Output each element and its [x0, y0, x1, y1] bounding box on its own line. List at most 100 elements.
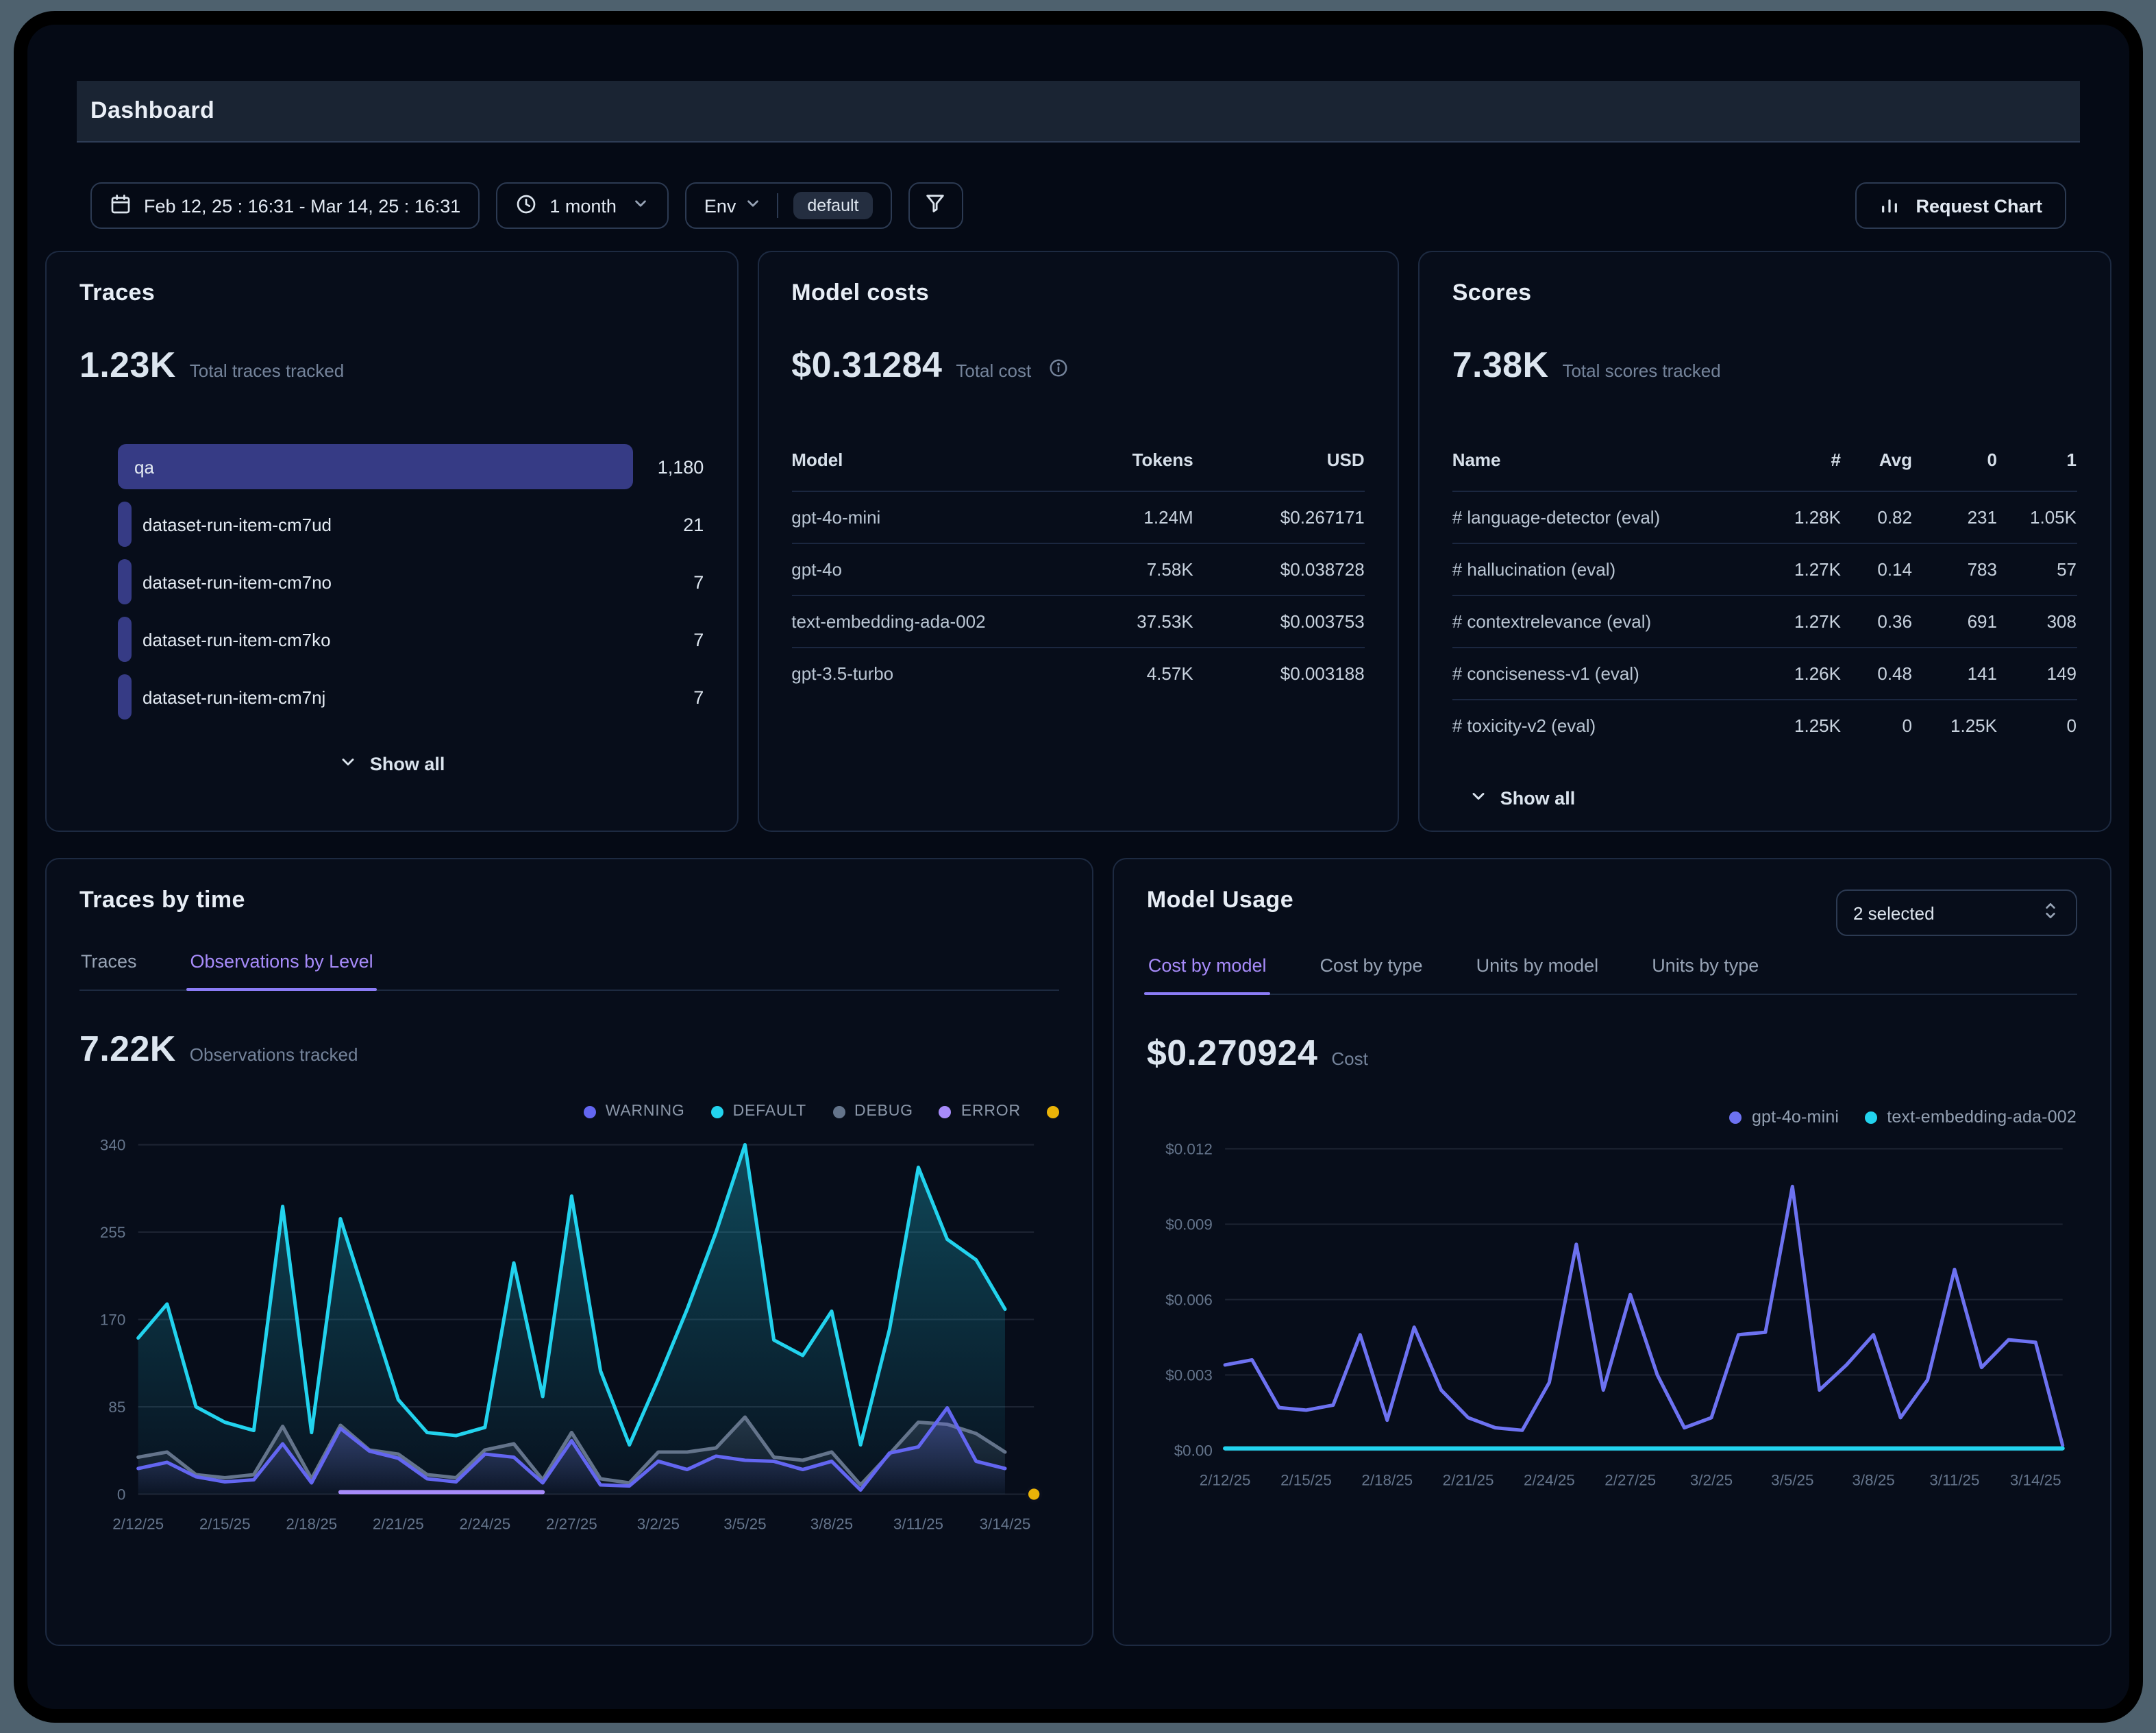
traces-by-time-card: Traces by time Traces Observations by Lev… [45, 858, 1093, 1646]
table-cell: 0 [2066, 715, 2077, 736]
model-usage-tab-cost-by-model[interactable]: Cost by model [1143, 955, 1272, 995]
svg-text:3/5/25: 3/5/25 [1771, 1472, 1813, 1489]
scores-table: Name # Avg 0 1 # language-detector (eval) 1.28… [1452, 444, 2077, 751]
model-selector[interactable]: 2 selected [1835, 889, 2077, 936]
trace-bar [118, 444, 634, 489]
svg-text:170: 170 [100, 1312, 125, 1329]
table-cell: 7.58K [1146, 559, 1193, 580]
dashboard-content: Feb 12, 25 : 16:31 - Mar 14, 25 : 16:31 … [45, 182, 2111, 1646]
table-row: # hallucination (eval) 1.27K 0.14 783 57 [1452, 543, 2077, 595]
svg-text:2/12/25: 2/12/25 [1200, 1472, 1251, 1489]
table-cell: # toxicity-v2 (eval) [1452, 715, 1596, 736]
table-cell: $0.003753 [1280, 611, 1365, 632]
legend-item-item [1046, 1105, 1059, 1118]
model-usage-tab-units-by-model[interactable]: Units by model [1475, 955, 1600, 994]
table-row: gpt-4o 7.58K $0.038728 [791, 543, 1365, 595]
period-select[interactable]: 1 month [496, 182, 669, 229]
trace-bar-row: dataset-run-item-cm7ud 21 [118, 502, 704, 547]
svg-text:340: 340 [100, 1137, 125, 1154]
table-cell: 0.14 [1877, 559, 1912, 580]
env-default-chip[interactable]: default [793, 192, 873, 219]
app-window: Dashboard Feb 12, 25 : 16:31 - Mar 14, 2… [14, 11, 2142, 1722]
svg-text:$0.00: $0.00 [1174, 1442, 1213, 1460]
chevrons-up-down-icon [2041, 900, 2059, 925]
svg-text:0: 0 [117, 1486, 125, 1503]
scores-total: 7.38K Total scores tracked [1452, 344, 2077, 386]
table-cell: 1.28K [1794, 507, 1841, 528]
svg-text:3/8/25: 3/8/25 [810, 1515, 853, 1532]
trace-label: dataset-run-item-cm7no [143, 571, 332, 592]
table-cell: gpt-4o-mini [791, 507, 881, 528]
chevron-down-icon [338, 752, 358, 776]
table-cell: 1.26K [1794, 663, 1841, 684]
legend-dot [1865, 1111, 1878, 1123]
request-chart-label: Request Chart [1916, 195, 2042, 216]
model-selector-value: 2 selected [1853, 902, 1935, 923]
period-value: 1 month [549, 195, 617, 216]
svg-text:2/27/25: 2/27/25 [546, 1515, 597, 1532]
titlebar: Dashboard [77, 81, 2079, 143]
traces-by-time-tab-traces[interactable]: Traces [79, 951, 138, 990]
traces-by-time-tabs: Traces Observations by Level [79, 951, 1059, 991]
traces-card-title: Traces [79, 280, 156, 306]
legend-item-default: DEFAULT [710, 1103, 806, 1120]
table-row: # language-detector (eval) 1.28K 0.82 231 1.… [1452, 491, 2077, 543]
svg-text:85: 85 [108, 1399, 125, 1416]
table-cell: gpt-4o [791, 559, 843, 580]
table-cell: 308 [2046, 611, 2077, 632]
page-title: Dashboard [90, 97, 215, 123]
scores-title: Scores [1452, 280, 1532, 306]
model-usage-tab-cost-by-type[interactable]: Cost by type [1319, 955, 1424, 994]
model-costs-total-value: $0.31284 [791, 344, 943, 385]
svg-text:2/12/25: 2/12/25 [112, 1515, 164, 1532]
trace-value: 21 [683, 514, 704, 534]
svg-text:$0.003: $0.003 [1165, 1367, 1213, 1384]
env-select[interactable]: Env default [684, 182, 892, 229]
cost-total-value: $0.270924 [1146, 1032, 1318, 1073]
calendar-icon [110, 193, 132, 219]
request-chart-button[interactable]: Request Chart [1855, 182, 2066, 229]
svg-text:255: 255 [100, 1224, 125, 1241]
legend-dot [710, 1105, 723, 1118]
legend-dot [1729, 1111, 1742, 1123]
svg-text:2/21/25: 2/21/25 [373, 1515, 424, 1532]
trace-bar [118, 674, 132, 720]
model-costs-total-label: Total cost [956, 360, 1032, 381]
table-cell: 1.05K [2030, 507, 2077, 528]
table-cell: 783 [1967, 559, 1997, 580]
svg-text:3/8/25: 3/8/25 [1852, 1472, 1894, 1489]
table-cell: 1.27K [1794, 611, 1841, 632]
svg-text:3/2/25: 3/2/25 [637, 1515, 680, 1532]
model-usage-chart: $0.00 $0.003 $0.006 $0.009 $0.012 2/12/25 2/15… [1147, 1132, 2077, 1512]
cost-total-label: Cost [1331, 1048, 1368, 1069]
model-usage-tab-units-by-type[interactable]: Units by type [1650, 955, 1760, 994]
trace-bar-row: dataset-run-item-cm7ko 7 [118, 617, 704, 662]
traces-show-all-button[interactable]: Show all [338, 752, 445, 776]
table-cell: 4.57K [1146, 663, 1193, 684]
legend-item-text-embedding-ada-002: text-embedding-ada-002 [1865, 1107, 2077, 1127]
table-cell: 691 [1967, 611, 1997, 632]
scores-show-all-button[interactable]: Show all [1469, 787, 1575, 810]
traces-by-time-tab-observations-by-level[interactable]: Observations by Level [186, 951, 377, 991]
table-cell: # hallucination (eval) [1452, 559, 1616, 580]
filter-button[interactable] [908, 182, 963, 229]
svg-text:3/5/25: 3/5/25 [723, 1515, 766, 1532]
trace-bar-row: dataset-run-item-cm7no 7 [118, 559, 704, 604]
table-header-row: Model Tokens USD [791, 444, 1364, 491]
table-row: text-embedding-ada-002 37.53K $0.003753 [791, 595, 1365, 647]
svg-text:$0.012: $0.012 [1165, 1141, 1213, 1158]
column-header-model: Model [791, 450, 843, 470]
svg-text:2/27/25: 2/27/25 [1604, 1472, 1656, 1489]
svg-text:2/15/25: 2/15/25 [1280, 1472, 1332, 1489]
table-cell: 0.36 [1877, 611, 1912, 632]
chevron-down-icon [744, 195, 762, 217]
table-row: # toxicity-v2 (eval) 1.25K 0 1.25K 0 [1452, 699, 2077, 751]
svg-text:3/2/25: 3/2/25 [1690, 1472, 1733, 1489]
table-cell: 1.25K [1950, 715, 1997, 736]
date-range-picker[interactable]: Feb 12, 25 : 16:31 - Mar 14, 25 : 16:31 [90, 182, 480, 229]
legend-item-debug: DEBUG [832, 1103, 913, 1120]
table-cell: 149 [2046, 663, 2077, 684]
trace-label: qa [134, 456, 154, 477]
svg-text:2/18/25: 2/18/25 [1361, 1472, 1413, 1489]
table-header-row: Name # Avg 0 1 [1452, 444, 2077, 491]
